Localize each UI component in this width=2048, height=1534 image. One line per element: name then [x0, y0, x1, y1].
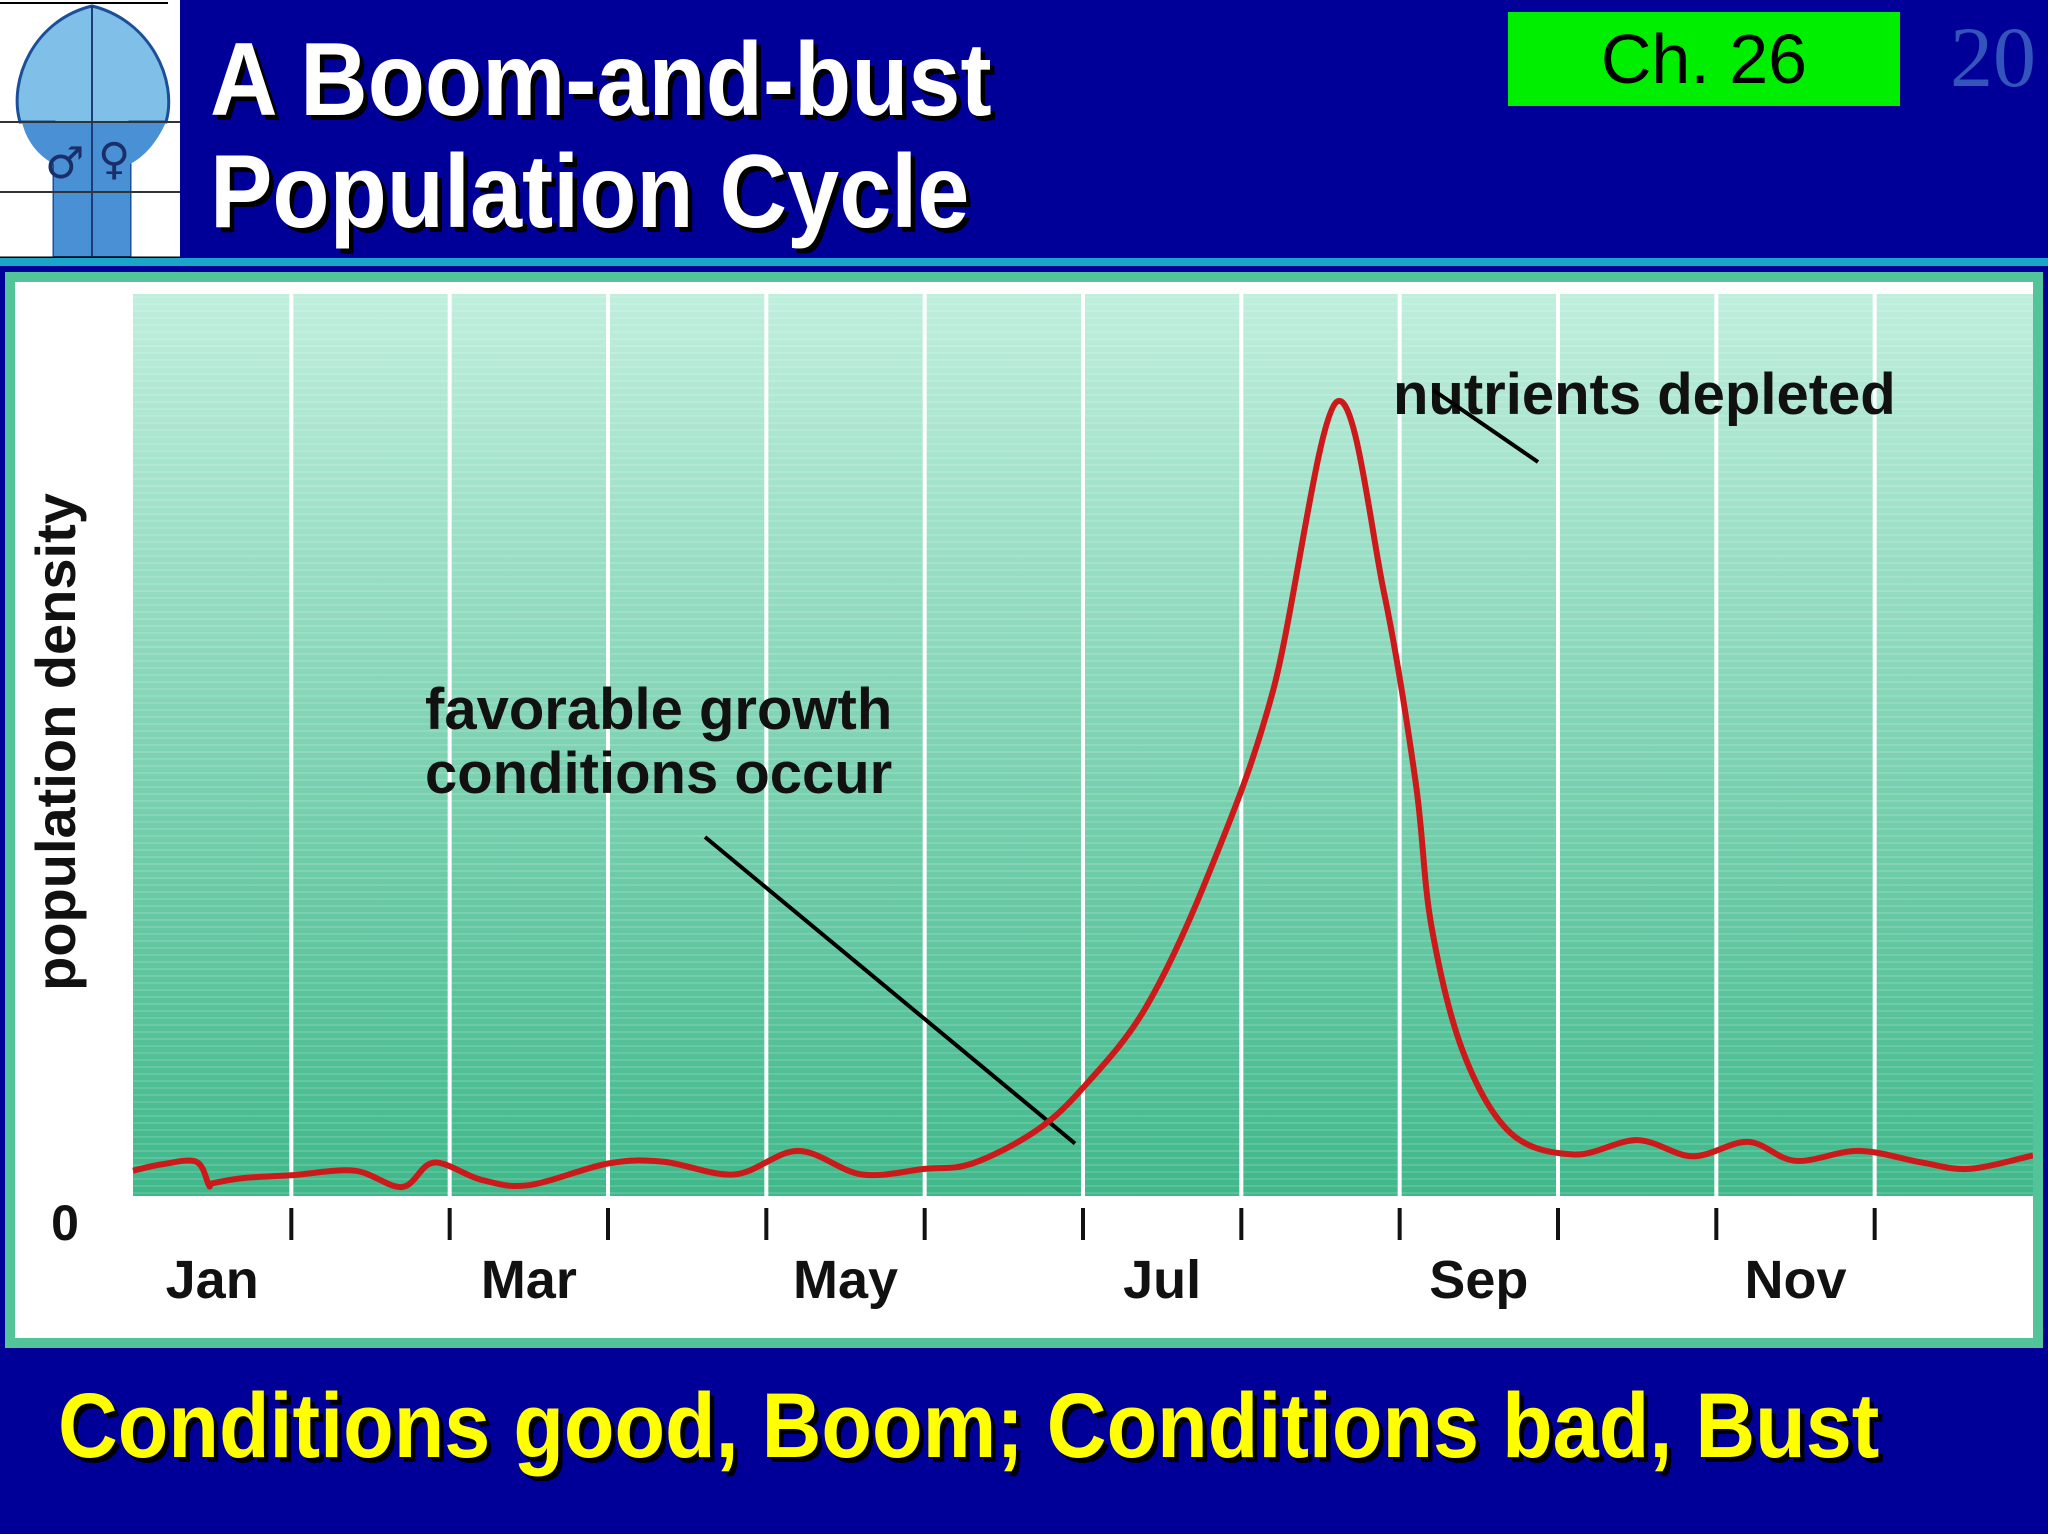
- slide-caption: Conditions good, Boom; Conditions bad, B…: [58, 1375, 1880, 1477]
- x-tick-label: Jul: [1123, 1250, 1201, 1310]
- x-tick-label: Nov: [1744, 1250, 1846, 1310]
- logo: ♂ ♀: [0, 0, 180, 260]
- x-tick-label: Jan: [166, 1250, 259, 1310]
- chapter-badge: Ch. 26: [1508, 12, 1900, 106]
- slide-number: 20: [1950, 14, 2036, 100]
- annotation-nutrients-depleted-leader: [1432, 388, 1540, 464]
- annotation-nutrients-depleted-text: nutrients depleted: [1393, 362, 1896, 427]
- x-tick-label: May: [793, 1250, 898, 1310]
- x-tick-label: Mar: [481, 1250, 577, 1310]
- population-curve: [132, 397, 2033, 1191]
- x-tick-label: Sep: [1429, 1250, 1528, 1310]
- annotation-favorable-growth-leader: [703, 835, 1077, 1146]
- female-symbol: ♀: [98, 134, 130, 185]
- slide-title-line-2: Population Cycle: [210, 134, 970, 250]
- y-tick-label-zero: 0: [51, 1195, 79, 1251]
- annotation-favorable-growth-text: conditions occur: [425, 741, 892, 806]
- slide-title-line-1: A Boom-and-bust: [210, 22, 992, 138]
- header-divider: [0, 258, 2048, 266]
- y-axis-label: population density: [24, 493, 87, 991]
- male-symbol: ♂: [45, 138, 84, 189]
- chart-frame: favorable growth conditions occur nutrient…: [5, 272, 2043, 1348]
- annotation-favorable-growth-text: favorable growth: [425, 677, 892, 742]
